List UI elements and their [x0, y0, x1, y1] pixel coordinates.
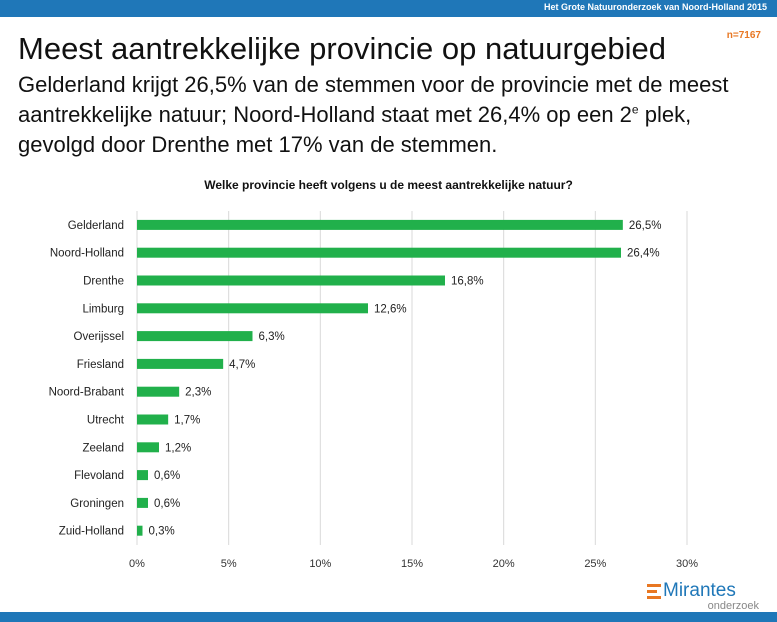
category-label: Noord-Brabant	[49, 387, 125, 399]
bar	[137, 497, 148, 508]
data-label: 0,6%	[154, 498, 180, 510]
data-label: 26,4%	[627, 248, 660, 260]
category-label: Gelderland	[68, 220, 124, 232]
bar	[137, 442, 159, 453]
data-label: 26,5%	[629, 220, 662, 232]
top-banner-label: Het Grote Natuuronderzoek van Noord-Holl…	[543, 2, 767, 12]
x-tick-label: 10%	[309, 558, 331, 570]
bar	[137, 331, 253, 342]
bar	[137, 275, 445, 286]
bar	[137, 358, 224, 369]
page-subtitle: Gelderland krijgt 26,5% van de stemmen v…	[18, 70, 763, 160]
bottom-banner	[0, 612, 777, 622]
category-label: Limburg	[82, 303, 124, 315]
x-tick-label: 30%	[676, 558, 698, 570]
data-label: 0,6%	[154, 470, 180, 482]
x-tick-label: 25%	[584, 558, 606, 570]
category-label: Zeeland	[82, 442, 124, 454]
category-label: Utrecht	[87, 415, 125, 427]
data-label: 1,2%	[165, 442, 191, 454]
bar	[137, 219, 623, 230]
category-label: Flevoland	[74, 470, 124, 482]
x-tick-label: 20%	[493, 558, 515, 570]
category-label: Zuid-Holland	[59, 526, 124, 538]
category-label: Friesland	[77, 359, 124, 371]
category-label: Noord-Holland	[50, 248, 124, 260]
chart-title: Welke provincie heeft volgens u de meest…	[204, 178, 573, 192]
mirantes-logo: Mirantes onderzoek	[647, 580, 759, 612]
x-tick-label: 15%	[401, 558, 423, 570]
bar	[137, 414, 169, 425]
logo-mark-icon	[647, 584, 661, 600]
subtitle-text: Gelderland krijgt 26,5% van de stemmen v…	[18, 72, 729, 127]
x-tick-label: 0%	[129, 558, 145, 570]
data-label: 12,6%	[374, 303, 407, 315]
category-label: Groningen	[70, 498, 124, 510]
top-banner: Het Grote Natuuronderzoek van Noord-Holl…	[0, 0, 777, 17]
sample-size: n=7167	[726, 30, 761, 41]
data-label: 1,7%	[174, 415, 200, 427]
data-label: 16,8%	[451, 276, 484, 288]
data-label: 6,3%	[259, 331, 285, 343]
bar	[137, 386, 180, 397]
logo-name: Mirantes	[663, 580, 736, 601]
bar	[137, 470, 148, 481]
x-tick-label: 5%	[221, 558, 237, 570]
page-title: Meest aantrekkelijke provincie op natuur…	[18, 31, 666, 66]
category-label: Drenthe	[83, 276, 124, 288]
bar	[137, 303, 368, 314]
subtitle-superscript: e	[631, 102, 639, 117]
bar	[137, 247, 621, 258]
logo-subtitle: onderzoek	[707, 600, 759, 612]
data-label: 0,3%	[149, 526, 175, 538]
subtitle-text-end: plek, gevolgd door Drenthe met 17% van d…	[18, 102, 692, 157]
bar	[137, 525, 143, 536]
category-label: Overijssel	[74, 331, 124, 343]
data-label: 2,3%	[185, 387, 211, 399]
data-label: 4,7%	[229, 359, 255, 371]
